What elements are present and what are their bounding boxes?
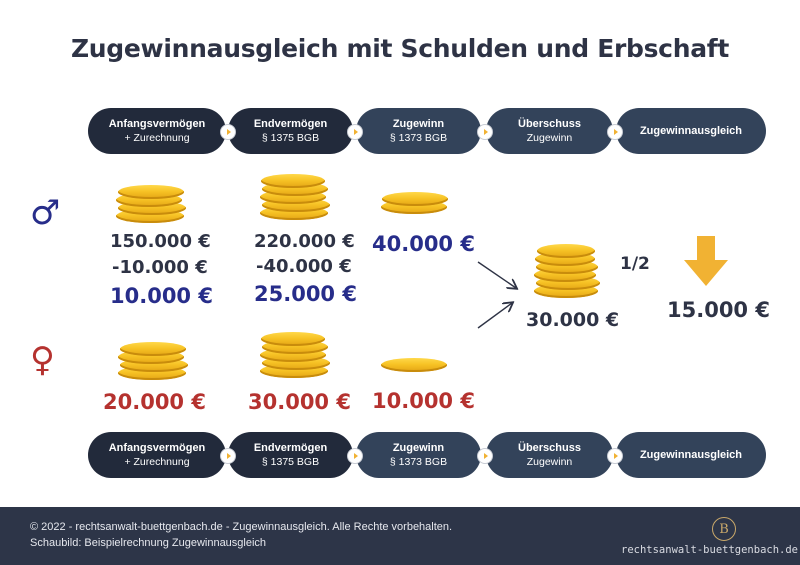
coin-stack-icon [116, 183, 186, 223]
chevron-right-icon [477, 448, 493, 464]
step-anfangsvermoegen: Anfangsvermögen + Zurechnung [88, 108, 226, 154]
coin-stack-icon [260, 170, 330, 220]
chevron-right-icon [607, 448, 623, 464]
step-endvermoegen: Endvermögen § 1375 BGB [228, 432, 353, 478]
step-anfangsvermoegen: Anfangsvermögen + Zurechnung [88, 432, 226, 478]
step-ueberschuss: Überschuss Zugewinn [486, 108, 613, 154]
female-anfang-value: 20.000 € [103, 390, 206, 414]
step-zugewinnausgleich: Zugewinnausgleich [616, 108, 766, 154]
steps-row-bottom: Anfangsvermögen + Zurechnung Endvermögen… [88, 432, 766, 478]
male-symbol-icon: ♂ [30, 193, 61, 233]
male-anfang-value: -10.000 € [112, 257, 208, 278]
page-title: Zugewinnausgleich mit Schulden und Erbsc… [70, 34, 729, 63]
male-end-value: 220.000 € [254, 231, 355, 252]
male-end-value: -40.000 € [256, 256, 352, 277]
step-zugewinn: Zugewinn § 1373 BGB [356, 108, 481, 154]
ausgleich-value: 15.000 € [667, 298, 770, 322]
female-symbol-icon: ♀ [30, 340, 55, 380]
male-anfang-value: 150.000 € [110, 231, 211, 252]
coin-stack-icon [381, 355, 449, 375]
male-zugewinn-value: 40.000 € [372, 232, 475, 256]
down-arrow-icon [684, 236, 728, 286]
coin-stack-icon [260, 328, 330, 378]
coin-stack-icon [381, 190, 449, 216]
female-end-value: 30.000 € [248, 390, 351, 414]
male-end-result: 25.000 € [254, 282, 357, 306]
chevron-right-icon [347, 448, 363, 464]
chevron-right-icon [220, 448, 236, 464]
step-ueberschuss: Überschuss Zugewinn [486, 432, 613, 478]
half-label: 1/2 [620, 254, 650, 274]
step-zugewinnausgleich: Zugewinnausgleich [616, 432, 766, 478]
chevron-right-icon [347, 124, 363, 140]
coin-stack-icon [118, 340, 188, 380]
steps-row-top: Anfangsvermögen + Zurechnung Endvermögen… [88, 108, 766, 154]
site-link[interactable]: rechtsanwalt-buettgenbach.de [621, 544, 799, 556]
footer: © 2022 - rechtsanwalt-buettgenbach.de - … [0, 507, 800, 565]
chevron-right-icon [607, 124, 623, 140]
chevron-right-icon [477, 124, 493, 140]
male-anfang-result: 10.000 € [110, 284, 213, 308]
chevron-right-icon [220, 124, 236, 140]
female-zugewinn-value: 10.000 € [372, 389, 475, 413]
caption-text: Schaubild: Beispielrechnung Zugewinnausg… [30, 537, 267, 549]
logo-icon: B [712, 517, 736, 541]
ueberschuss-value: 30.000 € [526, 309, 620, 331]
copyright-text: © 2022 - rechtsanwalt-buettgenbach.de - … [30, 521, 453, 533]
coin-stack-icon [534, 242, 604, 300]
step-endvermoegen: Endvermögen § 1375 BGB [228, 108, 353, 154]
step-zugewinn: Zugewinn § 1373 BGB [356, 432, 481, 478]
